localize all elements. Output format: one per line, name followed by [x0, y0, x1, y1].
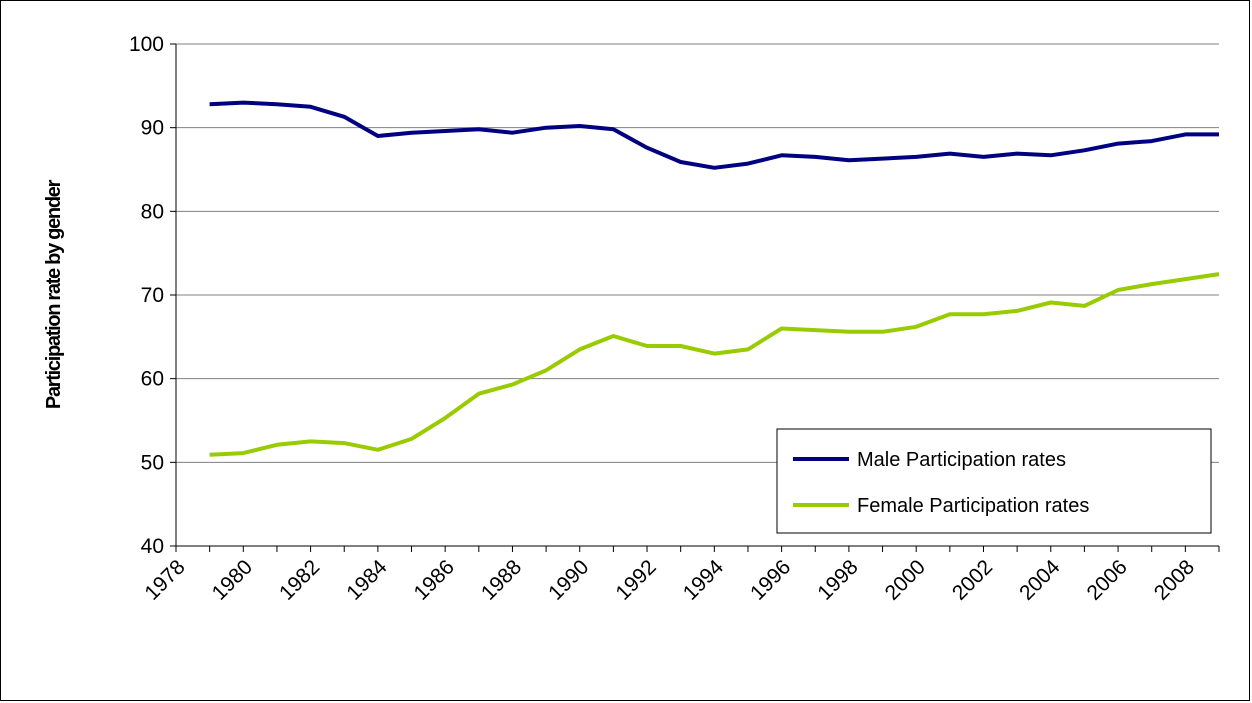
y-tick-label-70: 70 — [141, 284, 164, 307]
series-line-male — [209, 100, 1219, 170]
x-tick-label-1980: 1980 — [208, 555, 257, 604]
x-tick-label-1990: 1990 — [544, 555, 593, 604]
y-tick-label-60: 60 — [141, 368, 164, 391]
x-tick-label-1992: 1992 — [611, 555, 660, 604]
legend-label-female: Female Participation rates — [857, 495, 1089, 517]
y-tick-label-90: 90 — [141, 117, 164, 140]
y-tick-label-40: 40 — [141, 535, 164, 558]
x-tick-label-1978: 1978 — [140, 555, 189, 604]
legend: Male Participation rates Female Particip… — [776, 428, 1212, 534]
x-tick-label-2006: 2006 — [1082, 555, 1131, 604]
x-tick-label-1986: 1986 — [410, 555, 459, 604]
series-line-female — [209, 272, 1220, 457]
x-tick-label-2002: 2002 — [948, 555, 997, 604]
y-axis-ticks: 40 50 60 70 80 90 100 — [129, 33, 176, 558]
y-tick-label-50: 50 — [141, 451, 164, 474]
x-tick-label-2008: 2008 — [1150, 555, 1199, 604]
x-tick-label-1998: 1998 — [813, 555, 862, 604]
x-tick-label-1988: 1988 — [477, 555, 526, 604]
x-tick-label-1984: 1984 — [342, 555, 392, 605]
y-tick-label-100: 100 — [129, 33, 164, 56]
y-axis-title: Participation rate by gender — [43, 179, 65, 409]
legend-box — [776, 428, 1212, 534]
x-tick-label-1996: 1996 — [746, 555, 795, 604]
x-tick-label-2000: 2000 — [881, 555, 930, 604]
x-tick-label-1982: 1982 — [275, 555, 324, 604]
x-axis-ticks: 1978 1980 1982 1984 1986 1988 1990 1992 1994 1996… — [140, 546, 1220, 605]
grid-lines — [176, 43, 1219, 463]
legend-label-male: Male Participation rates — [857, 449, 1066, 471]
x-tick-label-2004: 2004 — [1015, 555, 1065, 605]
series-lines — [209, 100, 1220, 457]
x-tick-label-1994: 1994 — [679, 555, 729, 605]
y-tick-label-80: 80 — [141, 200, 164, 223]
